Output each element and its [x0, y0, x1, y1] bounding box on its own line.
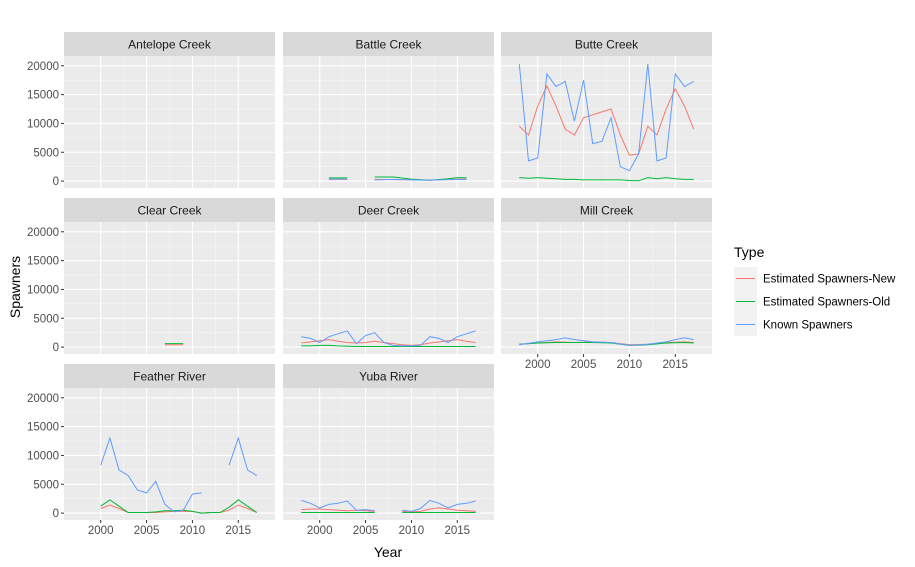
strip-label-yuba-river: Yuba River — [359, 370, 418, 384]
panel-yuba-river: Yuba River — [283, 364, 494, 520]
x-tick-label: 2005 — [571, 359, 597, 371]
x-tick-label: 2015 — [226, 525, 252, 537]
strip-butte-creek — [501, 32, 712, 56]
y-tick-label: 10000 — [27, 284, 59, 296]
panel-mill-creek: Mill Creek — [501, 198, 712, 354]
legend: Type Estimated Spawners-New Estimated Spa… — [734, 244, 896, 336]
y-tick-label: 10000 — [27, 118, 59, 130]
strip-label-mill-creek: Mill Creek — [580, 204, 634, 218]
y-tick-label: 5000 — [33, 313, 59, 325]
y-tick-label: 10000 — [27, 450, 59, 462]
series-line-estimated-spawners-old-deer-creek — [301, 344, 476, 347]
y-tick-label: 15000 — [27, 422, 59, 434]
strip-yuba-river — [283, 364, 494, 388]
y-axis-title: Spawners — [7, 256, 23, 318]
panel-butte-creek: Butte Creek — [501, 32, 712, 188]
y-tick-label: 5000 — [33, 479, 59, 491]
strip-label-antelope-creek: Antelope Creek — [128, 38, 212, 52]
x-tick-label: 2010 — [180, 525, 206, 537]
strip-clear-creek — [64, 198, 275, 222]
strip-antelope-creek — [64, 32, 275, 56]
series-line-estimated-spawners-new-butte-creek — [518, 84, 695, 156]
x-tick-label: 2005 — [353, 525, 379, 537]
legend-title: Type — [734, 244, 765, 260]
y-tick-label: 0 — [53, 176, 59, 188]
series-line-estimated-spawners-old-butte-creek — [519, 177, 694, 182]
series-line-known-spawners-mill-creek — [519, 337, 694, 346]
series-line-estimated-spawners-new-deer-creek — [301, 339, 476, 346]
strip-label-clear-creek: Clear Creek — [137, 204, 202, 218]
x-tick-label: 2000 — [525, 359, 551, 371]
axes: 0500010000150002000005000100001500020000… — [27, 61, 688, 537]
strip-label-deer-creek: Deer Creek — [358, 204, 420, 218]
legend-label-known-spawners: Known Spawners — [763, 320, 853, 332]
series-line-estimated-spawners-new-yuba-river — [301, 507, 476, 513]
panel-feather-river: Feather River — [64, 364, 275, 520]
strip-battle-creek — [283, 32, 494, 56]
x-tick-label: 2015 — [663, 359, 689, 371]
panel-antelope-creek: Antelope Creek — [64, 32, 275, 188]
y-tick-label: 15000 — [27, 90, 59, 102]
y-tick-label: 0 — [53, 508, 59, 520]
strip-label-battle-creek: Battle Creek — [355, 38, 422, 52]
strip-feather-river — [64, 364, 275, 388]
x-tick-label: 2010 — [617, 359, 643, 371]
y-tick-label: 20000 — [27, 393, 59, 405]
series-line-estimated-spawners-old-feather-river — [100, 499, 257, 514]
panel-battle-creek: Battle Creek — [283, 32, 494, 188]
legend-label-estimated-spawners-new: Estimated Spawners-New — [763, 274, 896, 286]
x-tick-label: 2000 — [307, 525, 333, 537]
strip-label-feather-river: Feather River — [133, 370, 206, 384]
y-tick-label: 5000 — [33, 147, 59, 159]
panel-deer-creek: Deer Creek — [283, 198, 494, 354]
y-tick-label: 20000 — [27, 227, 59, 239]
x-axis-title: Year — [374, 544, 403, 560]
x-tick-label: 2015 — [445, 525, 471, 537]
legend-label-estimated-spawners-old: Estimated Spawners-Old — [763, 297, 890, 309]
strip-label-butte-creek: Butte Creek — [575, 38, 639, 52]
y-tick-label: 20000 — [27, 61, 59, 73]
series-line-known-spawners-feather-river — [100, 436, 257, 513]
series-line-known-spawners-battle-creek — [328, 178, 467, 181]
strip-mill-creek — [501, 198, 712, 222]
x-tick-label: 2000 — [88, 525, 114, 537]
series-line-known-spawners-yuba-river — [301, 499, 476, 512]
x-tick-label: 2005 — [134, 525, 160, 537]
series-line-known-spawners-deer-creek — [301, 330, 476, 347]
y-tick-label: 0 — [53, 342, 59, 354]
strip-deer-creek — [283, 198, 494, 222]
panel-clear-creek: Clear Creek — [64, 198, 275, 354]
y-tick-label: 15000 — [27, 256, 59, 268]
facet-panels: Antelope Creek Battle Creek Butte Creek Cle… — [64, 32, 712, 520]
x-tick-label: 2010 — [399, 525, 425, 537]
series-line-known-spawners-butte-creek — [518, 64, 694, 172]
